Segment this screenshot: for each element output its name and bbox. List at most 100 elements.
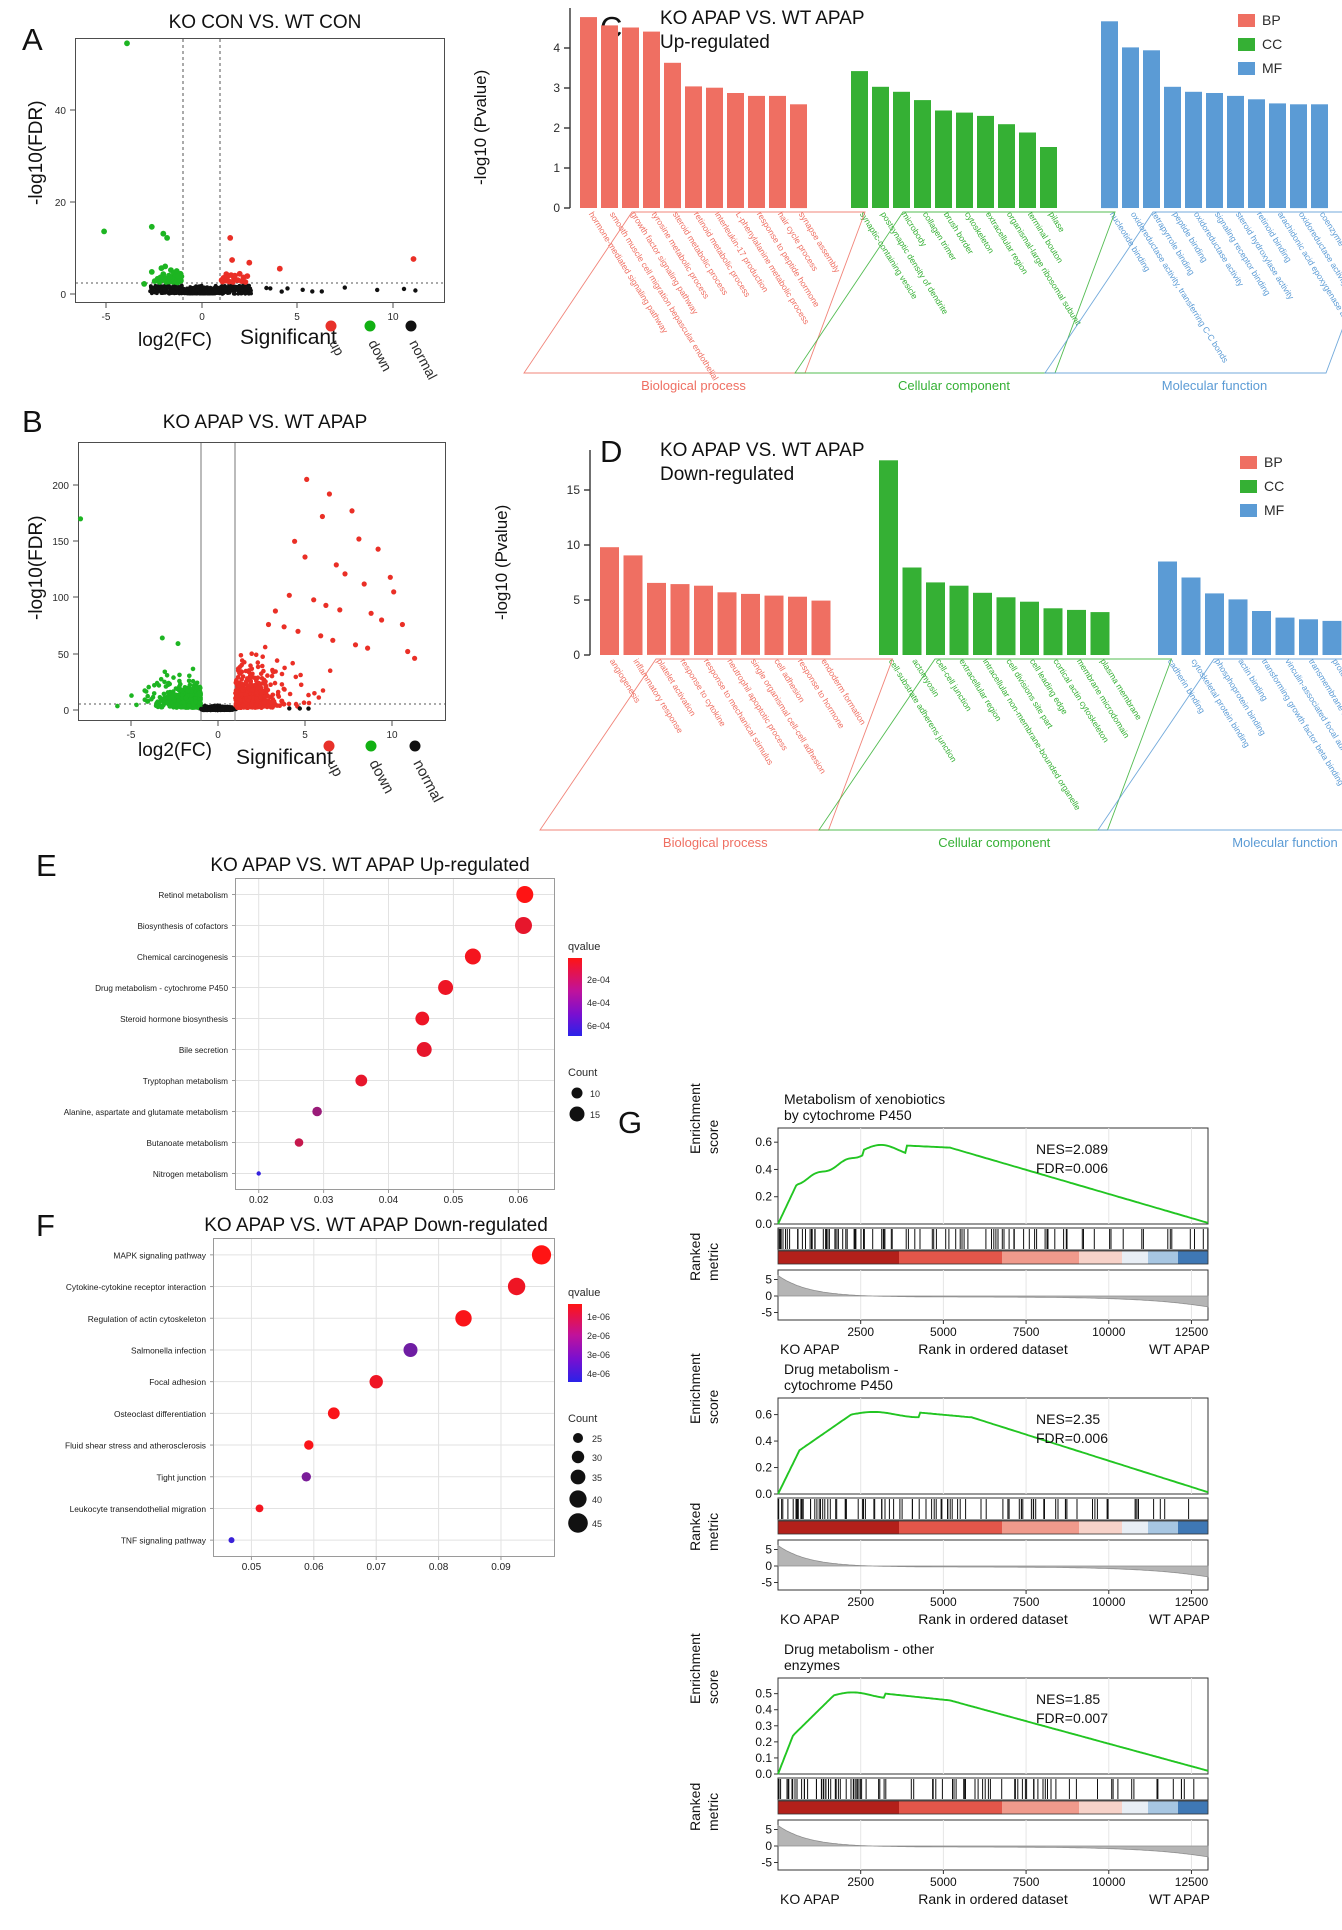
bar xyxy=(1019,133,1036,209)
volcano-point xyxy=(318,633,323,638)
dotplot-point xyxy=(257,1171,261,1175)
dotplot-term-label: Tryptophan metabolism xyxy=(143,1077,228,1086)
volcano-point xyxy=(240,687,245,692)
volcano-point xyxy=(200,284,204,288)
gsea-annotation: NES=2.089 xyxy=(1036,1141,1108,1157)
volcano-point xyxy=(214,284,218,288)
gsea-subpanel-frame xyxy=(778,1498,1208,1520)
panel-e-qvalue-legend: qvalue 2e-04 4e-04 6e-04 xyxy=(568,941,610,1036)
panel-a-ytick-1: 20 xyxy=(55,198,67,209)
volcano-point xyxy=(323,603,328,608)
gsea-ytick2: -5 xyxy=(761,1306,772,1320)
bar xyxy=(950,586,969,655)
volcano-point xyxy=(369,611,374,616)
panel-label-g: G xyxy=(618,1105,642,1141)
panel-f-qvalue-legend: qvalue 1e-06 2e-06 3e-06 4e-06 xyxy=(568,1287,610,1382)
gsea-ytick: 0.1 xyxy=(755,1751,772,1765)
volcano-point xyxy=(196,285,200,289)
group-box-label: Biological process xyxy=(641,378,746,393)
gsea-xtick: 2500 xyxy=(847,1875,874,1889)
volcano-point xyxy=(259,691,264,696)
panel-c-legend-mf: MF xyxy=(1262,60,1282,76)
volcano-point xyxy=(247,668,252,673)
gsea-ytick: 0.2 xyxy=(755,1190,772,1204)
dotplot-point xyxy=(415,1012,429,1026)
dotplot-term-label: Cytokine-cytokine receptor interaction xyxy=(66,1282,206,1292)
volcano-point xyxy=(266,622,271,627)
volcano-point xyxy=(240,693,245,698)
volcano-point xyxy=(165,290,169,294)
gsea-ytick: 0.2 xyxy=(755,1461,772,1475)
volcano-point xyxy=(405,649,410,654)
volcano-point xyxy=(263,645,268,650)
volcano-point xyxy=(330,638,335,643)
volcano-point xyxy=(238,698,243,703)
bar xyxy=(935,111,952,209)
volcano-point xyxy=(162,264,168,270)
volcano-point xyxy=(327,491,332,496)
volcano-point xyxy=(272,699,277,704)
panel-c-legend-cc: CC xyxy=(1262,36,1282,52)
volcano-point xyxy=(413,288,417,292)
volcano-point xyxy=(287,706,291,710)
volcano-point xyxy=(191,667,196,672)
gsea-xtick: 7500 xyxy=(1013,1595,1040,1609)
panel-c-ytick-1: 1 xyxy=(553,161,560,175)
volcano-point xyxy=(266,688,271,693)
volcano-point xyxy=(176,641,181,646)
volcano-point xyxy=(310,289,314,293)
gsea-ytick: 0.4 xyxy=(755,1703,772,1717)
volcano-point xyxy=(312,691,317,696)
volcano-point xyxy=(232,273,238,279)
bar xyxy=(1323,621,1342,655)
gsea-title-line2: cytochrome P450 xyxy=(784,1377,893,1393)
volcano-point xyxy=(265,673,270,678)
dotplot-point xyxy=(508,1278,525,1295)
volcano-point xyxy=(149,269,155,275)
volcano-point xyxy=(177,673,182,678)
panel-e-qvalue-title: qvalue xyxy=(568,941,600,953)
panel-c-ytick-0: 0 xyxy=(553,201,560,215)
volcano-point xyxy=(229,257,235,263)
gsea-xlabel: Rank in ordered dataset xyxy=(918,1611,1068,1627)
panel-a-title: KO CON VS. WT CON xyxy=(75,12,455,34)
bar xyxy=(1299,619,1318,655)
volcano-point xyxy=(171,285,175,289)
volcano-point xyxy=(287,702,292,707)
panel-a-plot: -5 0 5 10 0 20 40 xyxy=(75,38,445,313)
volcano-point xyxy=(175,273,181,279)
volcano-point xyxy=(187,703,192,708)
volcano-point xyxy=(306,706,310,710)
gsea-ytick2: 0 xyxy=(765,1289,772,1303)
gsea-subpanel-frame xyxy=(778,1398,1208,1494)
panel-e-qtick-2: 6e-04 xyxy=(587,1021,610,1031)
gsea-ytick: 0.4 xyxy=(755,1162,772,1176)
volcano-point xyxy=(400,622,405,627)
volcano-point xyxy=(269,704,274,709)
volcano-point xyxy=(236,292,240,296)
bar xyxy=(1164,87,1181,208)
volcano-point xyxy=(254,653,259,658)
gsea-ytick: 0.2 xyxy=(755,1735,772,1749)
volcano-point xyxy=(149,284,153,288)
gsea-ytick: 0.6 xyxy=(755,1408,772,1422)
panel-d-legend: BP CC MF xyxy=(1240,454,1284,518)
panel-e-count-title: Count xyxy=(568,1067,597,1079)
bar xyxy=(718,592,737,655)
panel-c-ylabel: -log10 (Pvalue) xyxy=(471,70,491,185)
volcano-point xyxy=(227,235,233,241)
volcano-point xyxy=(268,682,273,687)
gsea-axis-title: Enrichment xyxy=(687,1083,703,1154)
panel-b-xtick-1: 0 xyxy=(215,730,221,741)
panel-a-xtick-1: 0 xyxy=(199,312,205,323)
panel-b-xlabel: log2(FC) xyxy=(138,740,212,762)
volcano-point xyxy=(220,279,226,285)
panel-f-count-tick-3: 40 xyxy=(592,1495,602,1505)
volcano-point xyxy=(162,680,167,685)
volcano-point xyxy=(149,224,155,230)
volcano-point xyxy=(157,286,161,290)
volcano-point xyxy=(228,285,232,289)
volcano-point xyxy=(334,562,339,567)
bar xyxy=(1044,608,1063,655)
volcano-point xyxy=(154,704,159,709)
